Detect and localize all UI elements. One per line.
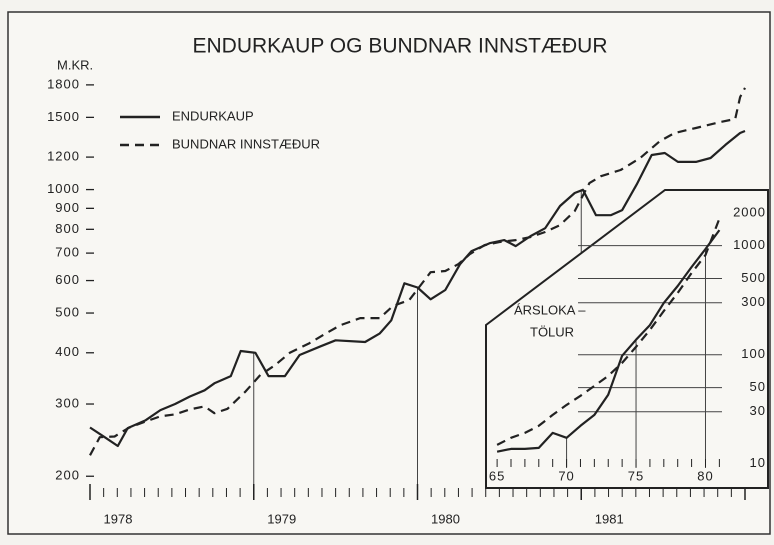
y-tick-label: 1000 — [47, 181, 80, 196]
series-line — [496, 218, 721, 446]
y-axis-label: M.KR. — [57, 57, 93, 72]
annotation: TÖLUR — [530, 324, 574, 339]
y-tick-label: 1200 — [47, 149, 80, 164]
y-tick-label: 400 — [55, 344, 80, 359]
y-tick-label: 1500 — [47, 109, 80, 124]
y-tick-label: 30 — [750, 403, 766, 418]
y-tick-label: 2000 — [733, 204, 766, 219]
series-line — [89, 129, 746, 448]
y-tick-label: 200 — [55, 468, 80, 483]
y-tick-label: 300 — [55, 395, 80, 410]
x-tick-label: 1978 — [104, 511, 133, 526]
main-chart: ENDURKAUP OG BUNDNAR INNSTÆÐUR M.KR. 200… — [47, 35, 746, 526]
y-tick-label: 500 — [741, 270, 766, 285]
y-tick-label: 900 — [55, 200, 80, 215]
x-tick-label: 65 — [489, 468, 505, 483]
inset-chart: ÁRSLOKA – TÖLUR 10 30 50 100 300 500 1000 2000 6… — [485, 189, 769, 489]
y-tick-label: 500 — [55, 304, 80, 319]
y-tick-label: 100 — [741, 346, 766, 361]
y-tick-label: 50 — [750, 379, 766, 394]
y-tick-label: 1000 — [733, 237, 766, 252]
series-line — [496, 229, 721, 453]
y-tick-label: 1800 — [47, 76, 80, 91]
y-tick-label: 800 — [55, 221, 80, 236]
chart-title: ENDURKAUP OG BUNDNAR INNSTÆÐUR — [193, 35, 608, 58]
x-tick-label: 80 — [697, 468, 713, 483]
x-tick-label: 70 — [558, 468, 574, 483]
annotation: ÁRSLOKA – — [514, 302, 586, 317]
legend-label: ENDURKAUP — [172, 108, 254, 123]
y-tick-label: 600 — [55, 272, 80, 287]
y-tick-label: 300 — [741, 294, 766, 309]
x-tick-label: 75 — [628, 468, 644, 483]
y-tick-label: 700 — [55, 245, 80, 260]
series-line — [89, 87, 746, 456]
legend-label: BUNDNAR INNSTÆÐUR — [172, 136, 320, 151]
x-tick-label: 1979 — [267, 511, 296, 526]
x-tick-label: 1980 — [431, 511, 460, 526]
x-tick-label: 1981 — [595, 511, 624, 526]
y-tick-label: 10 — [750, 455, 766, 470]
